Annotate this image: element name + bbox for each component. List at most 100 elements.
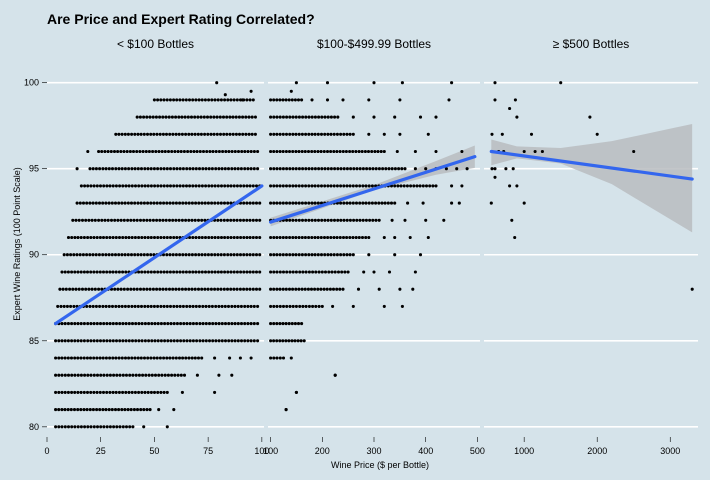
data-point — [77, 287, 81, 291]
x-tick-label: 2000 — [587, 446, 607, 456]
data-point — [333, 167, 337, 171]
data-point — [111, 184, 115, 188]
data-point — [143, 184, 147, 188]
data-point — [130, 322, 135, 326]
data-point — [60, 270, 64, 274]
data-point — [215, 81, 219, 85]
data-point — [399, 184, 403, 188]
data-point — [166, 149, 171, 154]
data-point — [342, 132, 346, 136]
data-point — [196, 356, 201, 360]
data-point — [60, 408, 64, 412]
data-point — [450, 81, 454, 85]
data-point — [421, 184, 425, 188]
data-point — [275, 304, 279, 308]
data-point — [354, 201, 359, 205]
data-point — [411, 287, 415, 291]
data-point — [226, 184, 230, 188]
data-point — [294, 201, 298, 205]
data-point — [200, 270, 204, 274]
data-point — [213, 390, 217, 394]
data-point — [455, 167, 459, 171]
data-point — [172, 184, 176, 188]
data-point — [117, 201, 121, 205]
data-point — [307, 304, 311, 308]
x-tick-label: 300 — [366, 446, 381, 456]
data-point — [193, 132, 197, 136]
data-point — [335, 235, 339, 240]
data-point — [210, 235, 214, 240]
data-point — [424, 184, 429, 188]
data-point — [108, 390, 112, 394]
data-point — [190, 218, 194, 222]
facet-label: < $100 Bottles — [117, 37, 194, 51]
data-point — [121, 373, 125, 377]
data-point — [151, 115, 155, 119]
data-point — [214, 304, 218, 308]
data-point — [351, 115, 355, 119]
data-point — [217, 373, 221, 377]
data-point — [70, 339, 74, 343]
data-point — [73, 425, 77, 429]
data-point — [168, 270, 172, 274]
data-point — [316, 149, 320, 154]
data-point — [175, 304, 179, 308]
data-point — [80, 287, 85, 291]
data-point — [201, 339, 205, 343]
data-point — [159, 167, 163, 171]
data-point — [120, 356, 124, 360]
data-point — [164, 287, 168, 291]
data-point — [117, 270, 121, 274]
data-point — [120, 167, 124, 171]
data-point — [118, 425, 122, 429]
data-point — [111, 322, 115, 326]
data-point — [114, 132, 118, 136]
data-point — [171, 253, 175, 257]
data-point — [227, 149, 231, 154]
data-point — [135, 218, 139, 222]
data-point — [118, 184, 122, 188]
data-point — [163, 149, 167, 154]
data-point — [300, 322, 304, 326]
data-point — [137, 339, 141, 343]
data-point — [254, 287, 259, 291]
data-point — [87, 218, 91, 222]
data-point — [136, 304, 140, 308]
data-point — [297, 167, 301, 171]
data-point — [339, 253, 343, 257]
data-point — [508, 106, 512, 111]
data-point — [242, 235, 246, 240]
data-point — [143, 322, 147, 326]
data-point — [140, 270, 144, 274]
data-point — [194, 98, 198, 102]
data-point — [180, 218, 184, 222]
data-point — [184, 201, 188, 205]
data-point — [121, 339, 125, 343]
data-point — [223, 339, 228, 343]
data-point — [73, 339, 77, 343]
data-point — [203, 218, 207, 222]
data-point — [98, 408, 102, 412]
data-point — [101, 235, 106, 240]
data-point — [434, 149, 438, 154]
data-point — [450, 184, 454, 188]
data-point — [239, 322, 244, 326]
data-point — [180, 132, 184, 136]
data-point — [92, 184, 96, 188]
data-point — [251, 235, 255, 240]
data-point — [175, 339, 179, 343]
data-point — [76, 408, 80, 412]
data-point — [242, 287, 246, 291]
data-point — [304, 132, 308, 136]
data-point — [275, 167, 279, 171]
data-point — [70, 235, 74, 240]
data-point — [288, 167, 292, 171]
data-point — [57, 425, 61, 429]
data-point — [284, 408, 288, 412]
data-point — [79, 270, 83, 274]
data-point — [240, 149, 244, 154]
data-point — [301, 304, 305, 308]
y-tick-label: 95 — [29, 164, 39, 174]
data-point — [281, 201, 285, 205]
data-point — [285, 304, 289, 308]
